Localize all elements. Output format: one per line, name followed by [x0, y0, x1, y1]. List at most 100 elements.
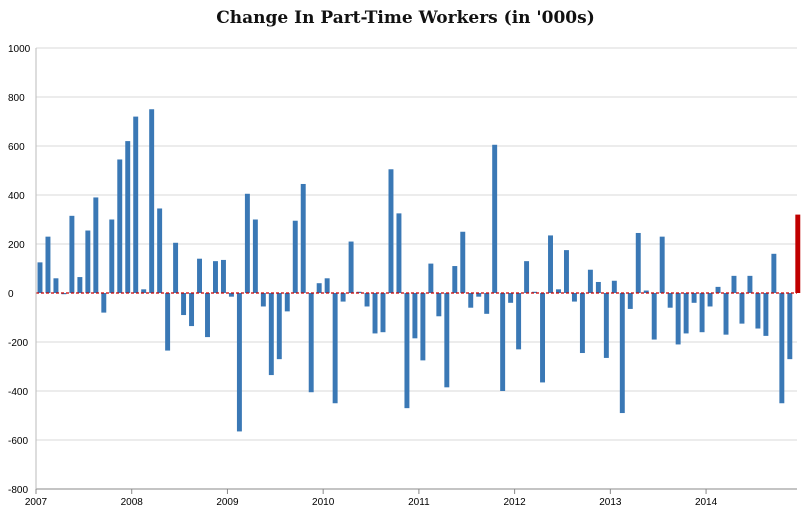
bar — [356, 291, 362, 293]
bar — [165, 293, 171, 351]
bar — [197, 258, 203, 293]
bar — [85, 230, 91, 293]
bar — [117, 159, 123, 293]
bar — [324, 278, 330, 293]
bar — [444, 293, 450, 388]
bar — [141, 289, 147, 293]
bar — [436, 293, 442, 317]
y-tick-label: 0 — [8, 289, 14, 300]
bar — [61, 293, 67, 295]
y-tick-label: 600 — [8, 142, 25, 153]
bar — [460, 231, 466, 293]
bar — [667, 293, 673, 308]
bar — [260, 293, 266, 307]
bar — [723, 293, 729, 335]
bar — [731, 275, 737, 293]
y-tick-label: 400 — [8, 191, 25, 202]
bar — [388, 169, 394, 293]
bar — [37, 262, 43, 293]
bar — [101, 293, 107, 313]
bar — [500, 293, 506, 391]
bar — [276, 293, 282, 360]
bar-highlight — [795, 214, 801, 293]
bar — [380, 293, 386, 333]
bar — [412, 293, 418, 339]
bar — [675, 293, 681, 345]
x-tick-label: 2010 — [312, 497, 335, 508]
bar — [220, 259, 226, 293]
x-tick-label: 2013 — [599, 497, 622, 508]
y-tick-label: -200 — [8, 338, 28, 349]
bar — [524, 261, 530, 293]
bar — [244, 193, 250, 293]
bar — [77, 277, 83, 293]
x-axis — [35, 48, 797, 494]
bar — [627, 293, 633, 309]
bar — [579, 293, 585, 354]
bar — [372, 293, 378, 334]
bar — [787, 293, 793, 360]
x-axis-labels: 2007 2008 2009 2010 2011 2012 2013 2014 — [25, 497, 718, 508]
bar — [420, 293, 426, 361]
bar — [428, 263, 434, 293]
bar — [476, 293, 482, 297]
bar — [739, 293, 745, 324]
x-tick-label: 2011 — [408, 497, 430, 508]
bar — [532, 291, 538, 293]
y-tick-label: -800 — [8, 485, 28, 496]
bar — [157, 208, 163, 293]
bar — [468, 293, 474, 308]
bar — [308, 293, 314, 393]
bar — [348, 241, 354, 293]
y-tick-label: -600 — [8, 436, 28, 447]
bar — [316, 283, 322, 293]
bar — [587, 269, 593, 293]
bar — [109, 219, 115, 293]
bar — [492, 144, 498, 293]
bar — [236, 293, 242, 432]
bar — [268, 293, 274, 376]
bar — [181, 293, 187, 316]
bar — [213, 261, 218, 293]
bar — [404, 293, 410, 409]
bar — [396, 213, 402, 293]
y-axis-labels: 1000 800 600 400 200 0 -200 -400 -600 -800 — [8, 44, 31, 496]
bar — [571, 293, 577, 302]
bar — [452, 266, 458, 293]
bar — [173, 242, 179, 293]
bar — [556, 289, 561, 293]
x-tick-label: 2014 — [695, 497, 718, 508]
bar — [548, 235, 553, 293]
chart-title: Change In Part-Time Workers (in '000s) — [216, 8, 595, 28]
bar — [125, 141, 131, 293]
bar — [93, 197, 99, 293]
bar — [691, 293, 697, 303]
bar — [771, 253, 777, 293]
bar — [284, 293, 290, 312]
bar — [69, 215, 75, 293]
bar — [484, 293, 490, 314]
x-tick-label: 2012 — [503, 497, 526, 508]
bar — [715, 286, 721, 293]
bar — [779, 293, 785, 404]
bar — [635, 232, 641, 293]
bar — [205, 293, 210, 338]
bar — [747, 275, 753, 293]
bar — [563, 250, 569, 293]
bar — [228, 293, 234, 297]
y-tick-label: 800 — [8, 93, 25, 104]
bar — [683, 293, 689, 334]
bars — [37, 109, 801, 432]
bar — [755, 293, 761, 329]
bar — [53, 278, 59, 293]
bar — [540, 293, 546, 383]
bar — [45, 236, 51, 293]
bar — [651, 293, 657, 340]
bar — [611, 280, 617, 293]
bar — [619, 293, 625, 414]
bar — [699, 293, 705, 333]
bar — [643, 290, 649, 293]
y-tick-label: 1000 — [8, 44, 31, 55]
bar — [133, 116, 139, 293]
